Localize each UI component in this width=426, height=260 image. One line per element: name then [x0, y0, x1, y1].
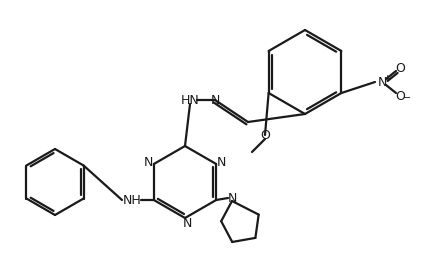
Text: O: O: [394, 89, 404, 102]
Text: −: −: [402, 93, 410, 103]
Text: NH: NH: [122, 193, 141, 206]
Text: N: N: [377, 75, 386, 88]
Text: O: O: [394, 62, 404, 75]
Text: O: O: [259, 128, 269, 141]
Text: N: N: [216, 155, 225, 168]
Text: N: N: [227, 192, 236, 205]
Text: N: N: [210, 94, 219, 107]
Text: +: +: [383, 74, 390, 82]
Text: HN: HN: [180, 94, 199, 107]
Text: N: N: [182, 217, 191, 230]
Text: N: N: [144, 155, 153, 168]
